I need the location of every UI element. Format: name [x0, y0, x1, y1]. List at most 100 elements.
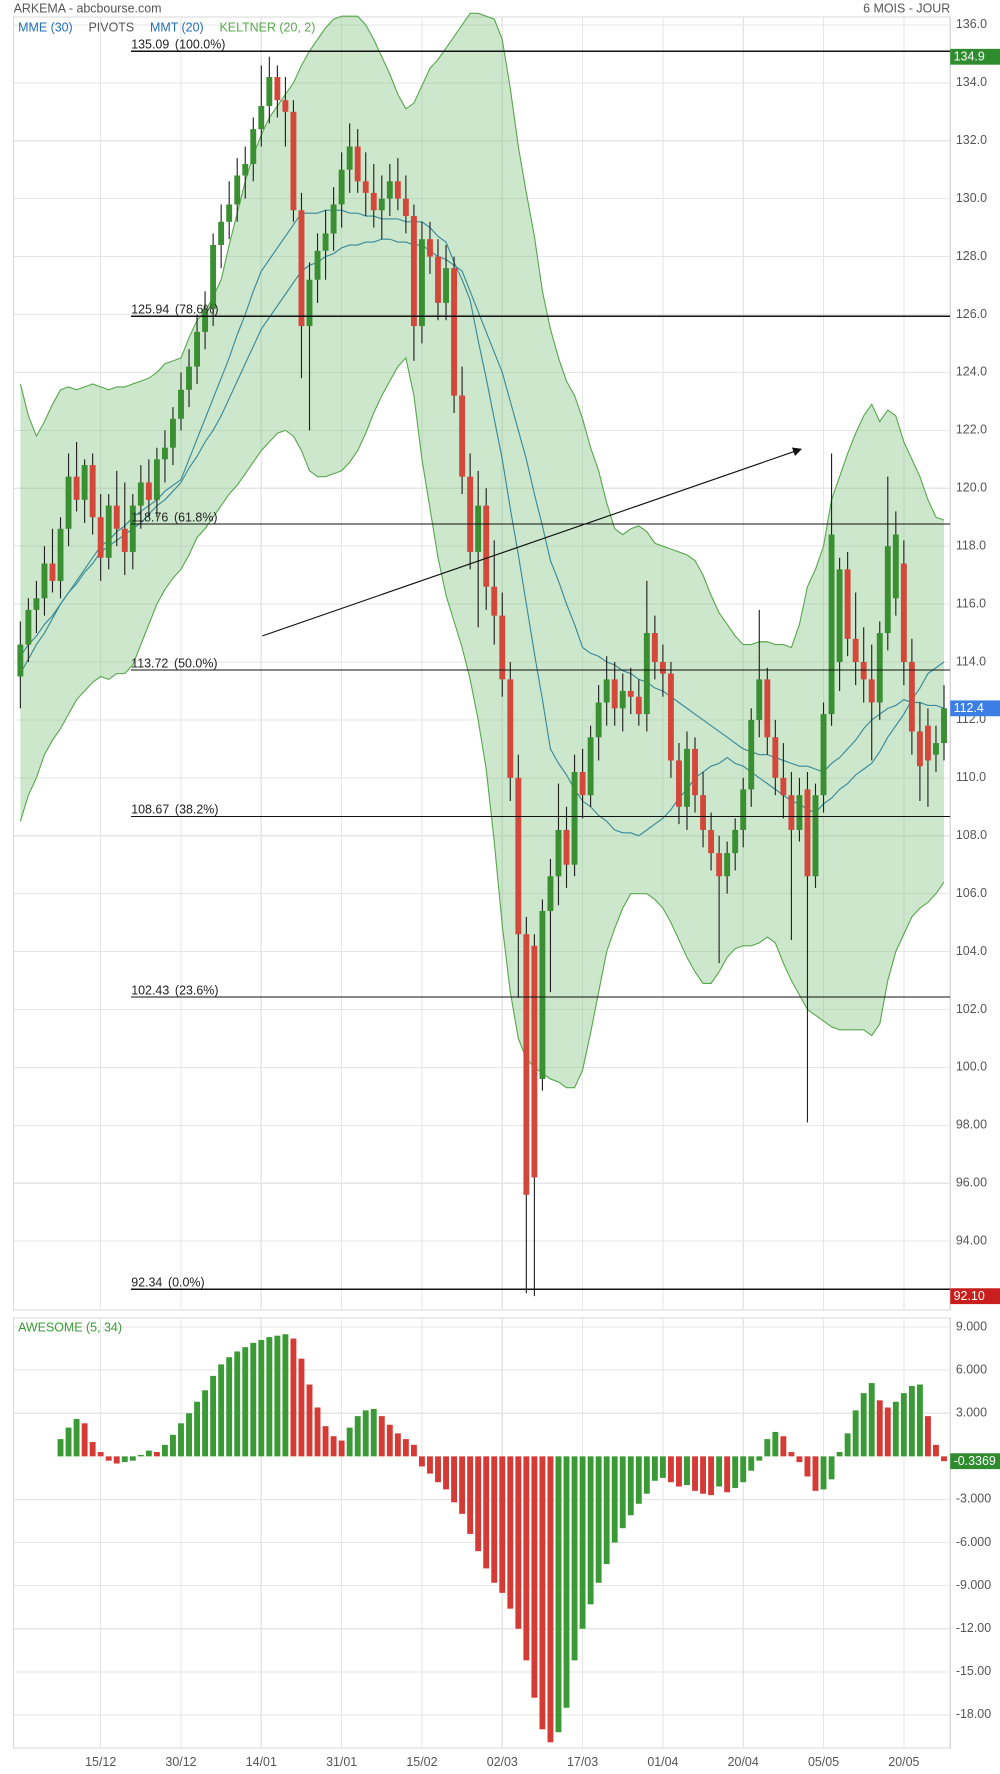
fib-value: 118.76: [131, 511, 168, 525]
candle-body: [202, 308, 209, 332]
oscillator-bar: [338, 1440, 345, 1457]
fib-value: 92.34: [131, 1276, 162, 1290]
candle-body: [370, 192, 377, 211]
oscillator-bar: [266, 1337, 273, 1457]
price-tag-label: 112.4: [954, 701, 984, 715]
oscillator-bar: [113, 1456, 120, 1464]
legend-entry: PIVOTS: [89, 21, 135, 35]
candle-body: [105, 505, 112, 558]
y-tick-label: 108.0: [956, 828, 987, 842]
candle-body: [467, 476, 474, 552]
candle-body: [756, 679, 763, 720]
x-tick-label: 15/02: [406, 1755, 437, 1769]
oscillator-bar: [659, 1456, 666, 1478]
x-tick-label: 05/05: [808, 1755, 839, 1769]
oscillator-bar: [178, 1423, 184, 1457]
oscillator-bar: [73, 1418, 80, 1457]
candle-body: [860, 661, 867, 680]
y-tick-label: 9.000: [956, 1319, 987, 1333]
price-tag-label: 134.9: [954, 50, 985, 64]
panel-title: AWESOME (5, 34): [18, 1320, 122, 1334]
oscillator-bar: [427, 1456, 433, 1474]
y-tick-label: 94.00: [956, 1233, 987, 1247]
oscillator-bar: [410, 1444, 417, 1457]
candle-body: [17, 644, 24, 677]
candle-body: [435, 256, 441, 303]
candle-body: [828, 534, 835, 715]
oscillator-bar: [443, 1456, 449, 1490]
oscillator-bar: [804, 1456, 811, 1477]
band-lower: [19, 356, 945, 1089]
oscillator-bar: [170, 1434, 176, 1457]
oscillator-bar: [129, 1456, 136, 1461]
oscillator-bar: [547, 1456, 554, 1743]
oscillator-bar: [346, 1427, 353, 1457]
candle-body: [378, 198, 385, 211]
candle-body: [925, 725, 931, 761]
candle-body: [820, 714, 827, 796]
candle-body: [499, 615, 506, 680]
fib-label: 125.94 (78.6%): [131, 303, 218, 317]
candle-body: [748, 719, 755, 790]
oscillator-bar: [507, 1456, 514, 1609]
candle-body: [587, 737, 594, 796]
candle-body: [49, 563, 56, 581]
candle-body: [282, 100, 289, 112]
candle-body: [780, 777, 787, 796]
oscillator-bar: [579, 1456, 586, 1629]
y-tick-label: 132.0: [956, 133, 987, 147]
price-tag: [950, 48, 1000, 65]
oscillator-bar: [386, 1424, 393, 1457]
y-tick-label: 96.00: [956, 1176, 987, 1190]
candle-body: [571, 772, 578, 865]
y-tick-label: 106.0: [956, 886, 987, 900]
oscillator-bar: [81, 1423, 88, 1457]
y-tick-label: 134.0: [956, 75, 987, 89]
oscillator-bar: [651, 1456, 658, 1481]
candle-body: [603, 679, 610, 703]
candle-body: [218, 221, 225, 245]
candle-body: [298, 210, 305, 327]
period: 6 MOIS - JOUR: [863, 1, 950, 15]
oscillator-bar: [587, 1456, 594, 1605]
oscillator-bar: [290, 1338, 297, 1457]
oscillator-bar: [539, 1456, 546, 1730]
candle-body: [161, 447, 168, 460]
candle-body: [210, 244, 217, 309]
oscillator-bar: [483, 1456, 490, 1569]
fib-label: 108.67 (38.2%): [131, 803, 218, 817]
candle-body: [651, 633, 658, 662]
candle-body: [563, 829, 570, 865]
oscillator-bar: [210, 1375, 217, 1457]
candle-body: [595, 702, 602, 738]
oscillator-bar: [724, 1456, 731, 1493]
candle-body: [153, 459, 160, 500]
candle-body: [941, 708, 947, 744]
oscillator-bar: [161, 1444, 168, 1457]
candle-body: [531, 945, 538, 1178]
oscillator-bar: [435, 1456, 441, 1483]
y-tick-label: 114.0: [956, 654, 986, 668]
candle-body: [732, 829, 739, 854]
y-tick-label: 126.0: [956, 307, 987, 321]
y-tick-label: 118.0: [956, 538, 986, 552]
y-tick-label: 6.000: [956, 1362, 987, 1376]
candle-body: [186, 366, 192, 390]
oscillator-bar: [812, 1456, 819, 1491]
oscillator-bar: [748, 1456, 755, 1471]
y-tick-label: -12.00: [956, 1621, 991, 1635]
candle-body: [868, 679, 875, 703]
oscillator-bar: [772, 1431, 779, 1457]
candle-body: [419, 239, 425, 327]
x-tick-label: 20/04: [728, 1755, 759, 1769]
candle-body: [113, 505, 120, 529]
candle-body: [659, 661, 666, 674]
price-tag: [950, 1453, 1000, 1470]
oscillator-bar: [242, 1347, 249, 1457]
candle-body: [170, 418, 176, 448]
page-title: ARKEMA - abcbourse.com: [14, 1, 162, 15]
oscillator-bar: [137, 1454, 144, 1457]
x-tick-label: 02/03: [487, 1755, 518, 1769]
oscillator-bar: [836, 1452, 843, 1457]
y-tick-label: 110.0: [956, 770, 986, 784]
